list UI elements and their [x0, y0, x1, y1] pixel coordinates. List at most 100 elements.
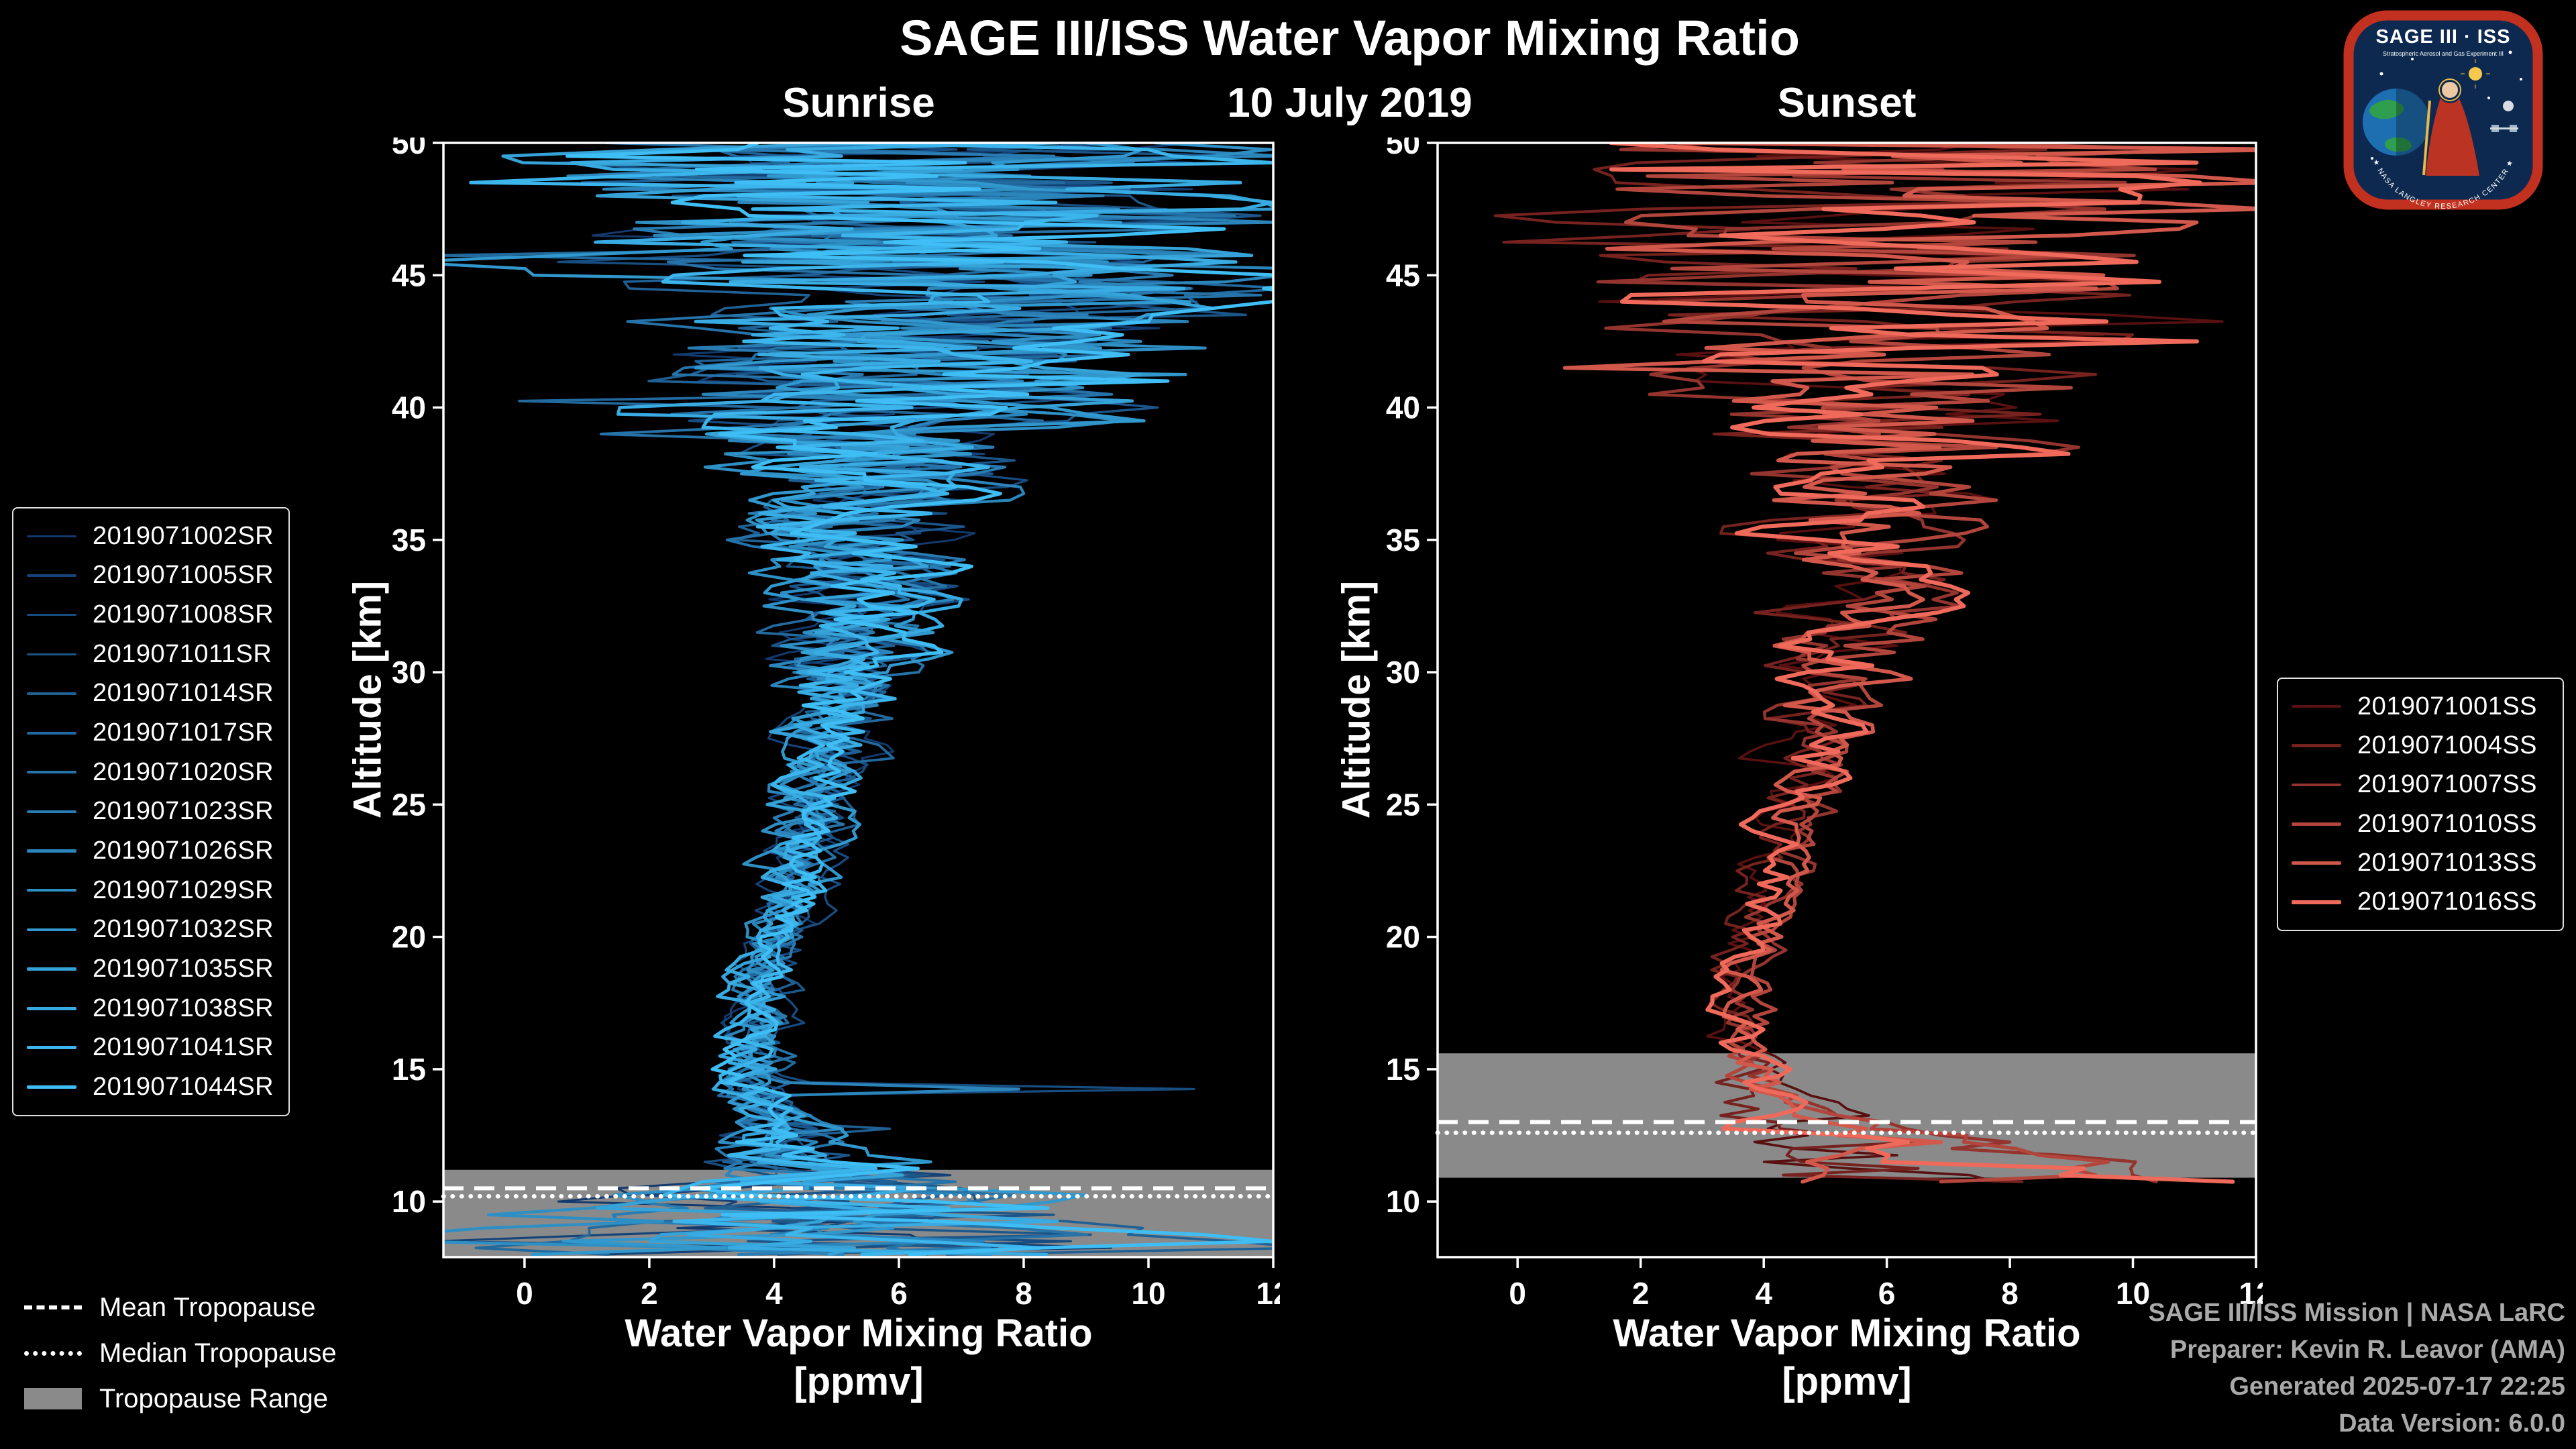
legend-item: 2019071038SR [27, 994, 275, 1023]
legend-label: 2019071011SR [93, 639, 272, 668]
legend-label: 2019071013SS [2357, 848, 2538, 877]
legend-line-sample [27, 889, 76, 892]
legend-item: 2019071041SR [27, 1033, 275, 1062]
svg-text:50: 50 [392, 138, 426, 160]
svg-text:2: 2 [641, 1276, 658, 1311]
legend-line-sample [27, 810, 76, 813]
svg-text:12: 12 [1256, 1276, 1280, 1311]
legend-item: 2019071032SR [27, 915, 275, 944]
legend-label: 2019071020SR [93, 757, 274, 786]
legend-label: 2019071044SR [93, 1073, 274, 1102]
legend-label: 2019071004SS [2357, 731, 2538, 759]
sunset-legend: 2019071001SS 2019071004SS 2019071007SS 2019… [2277, 678, 2564, 931]
svg-text:8: 8 [1015, 1276, 1032, 1311]
legend-item: 2019071026SR [27, 837, 275, 865]
x-axis-units-sunset: [ppmv] [1782, 1360, 1912, 1403]
attribution-mission: SAGE III/ISS Mission | NASA LaRC [2148, 1299, 2565, 1327]
svg-text:45: 45 [1386, 258, 1420, 292]
figure-title: SAGE III/ISS Water Vapor Mixing Ratio [900, 10, 1800, 66]
median-tropopause-legend-item: Median Tropopause [24, 1338, 337, 1368]
legend-line-sample [27, 692, 76, 695]
svg-text:30: 30 [392, 655, 426, 690]
attribution-preparer: Preparer: Kevin R. Leavor (AMA) [2169, 1336, 2565, 1364]
logo-subtitle: Stratospheric Aerosol and Gas Experiment… [2383, 50, 2504, 57]
legend-item: 2019071004SS [2292, 731, 2549, 760]
legend-line-sample [27, 1006, 76, 1010]
sunrise-plot: 0 2 4 6 8 10 12 10 15 20 25 30 35 40 45 50 [392, 138, 1280, 1311]
svg-text:10: 10 [1131, 1276, 1165, 1311]
svg-text:4: 4 [1755, 1276, 1772, 1311]
axis-ticks: 0 2 4 6 8 10 12 10 15 20 25 30 35 40 45 50 [1386, 138, 2263, 1311]
svg-text:20: 20 [1386, 920, 1420, 955]
svg-text:2: 2 [1632, 1276, 1650, 1311]
mean-tropopause-line-sample [24, 1305, 82, 1309]
earth-icon [2363, 89, 2430, 156]
legend-item: 2019071029SR [27, 876, 275, 905]
legend-line-sample [27, 613, 76, 616]
panel-title-sunrise: Sunrise [782, 80, 935, 126]
legend-label: 2019071017SR [93, 718, 274, 747]
legend-item: 2019071044SR [27, 1073, 275, 1102]
legend-line-sample [27, 731, 76, 735]
svg-text:0: 0 [516, 1276, 533, 1311]
x-axis-label-sunrise: Water Vapor Mixing Ratio [625, 1311, 1093, 1355]
legend-label: 2019071010SS [2357, 809, 2538, 838]
svg-text:10: 10 [2116, 1276, 2150, 1311]
svg-text:40: 40 [1386, 390, 1420, 425]
legend-line-sample [2292, 822, 2341, 826]
legend-item: 2019071005SR [27, 561, 275, 590]
legend-label: 2019071029SR [93, 875, 274, 904]
svg-text:40: 40 [392, 390, 426, 425]
legend-item: 2019071023SR [27, 797, 275, 826]
tropopause-range-sample [24, 1388, 82, 1409]
legend-item: 2019071007SS [2292, 770, 2549, 799]
legend-label: 2019071032SR [93, 915, 274, 944]
legend-label: 2019071041SR [93, 1033, 274, 1062]
legend-label: 2019071038SR [93, 994, 274, 1022]
mean-tropopause-legend-item: Mean Tropopause [24, 1292, 337, 1323]
profile-line [566, 143, 1273, 1256]
legend-item: 2019071020SR [27, 758, 275, 787]
profile-line [469, 143, 1273, 1256]
legend-label: 2019071007SS [2357, 770, 2538, 799]
legend-item: 2019071017SR [27, 718, 275, 747]
legend-item: 2019071014SR [27, 679, 275, 708]
legend-item: 2019071008SR [27, 600, 275, 629]
legend-line-sample [27, 535, 76, 537]
svg-text:45: 45 [392, 258, 426, 292]
mission-logo: SAGE III · ISS Stratospheric Aerosol and… [2343, 10, 2543, 211]
svg-text:12: 12 [2239, 1276, 2263, 1311]
plot-frame [442, 142, 1275, 1258]
svg-text:4: 4 [765, 1276, 783, 1311]
attribution-generated: Generated 2025-07-17 22:25 [2229, 1373, 2565, 1401]
sunset-plot: 0 2 4 6 8 10 12 10 15 20 25 30 35 40 45 50 [1386, 138, 2263, 1311]
legend-line-sample [2292, 783, 2341, 787]
median-tropopause-line-sample [24, 1350, 82, 1356]
legend-label: 2019071026SR [93, 837, 274, 865]
attribution: SAGE III/ISS Mission | NASA LaRC Prepare… [2148, 1295, 2565, 1442]
legend-item: 2019071002SR [27, 522, 275, 551]
legend-line-sample [27, 967, 76, 971]
svg-text:10: 10 [1386, 1184, 1420, 1219]
median-tropopause-label: Median Tropopause [99, 1338, 337, 1368]
legend-line-sample [2292, 861, 2341, 865]
legend-label: 2019071001SS [2357, 692, 2538, 720]
svg-text:15: 15 [1386, 1052, 1420, 1087]
profile-lines [1493, 143, 2256, 1184]
iss-icon [2490, 125, 2518, 132]
svg-text:25: 25 [1386, 787, 1420, 822]
attribution-version: Data Version: 6.0.0 [2339, 1409, 2565, 1438]
legend-line-sample [27, 574, 76, 577]
profile-line [1598, 143, 2224, 1183]
legend-line-sample [27, 1085, 76, 1089]
legend-label: 2019071023SR [93, 797, 274, 826]
svg-text:6: 6 [1878, 1276, 1896, 1311]
axis-ticks: 0 2 4 6 8 10 12 10 15 20 25 30 35 40 45 50 [392, 138, 1280, 1311]
tropopause-range-label: Tropopause Range [99, 1383, 328, 1413]
legend-line-sample [27, 849, 76, 853]
svg-text:6: 6 [890, 1276, 908, 1311]
legend-item: 2019071011SR [27, 640, 275, 669]
svg-text:0: 0 [1509, 1276, 1526, 1311]
legend-line-sample [2292, 900, 2341, 904]
svg-text:35: 35 [1386, 523, 1420, 557]
